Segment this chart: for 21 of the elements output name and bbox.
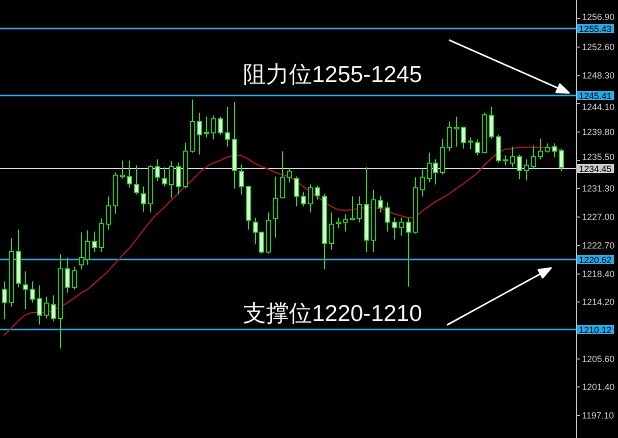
y-tick-label: 1201.40: [582, 382, 615, 392]
y-tick-label: 1256.90: [582, 12, 615, 22]
y-tick-label: 1239.80: [582, 127, 615, 138]
annotation: 阻力位1255-1245: [243, 61, 422, 87]
y-tick-label: 1248.30: [582, 70, 615, 81]
y-tick-label: 1222.70: [582, 240, 615, 251]
ref-line-label: 1210.12: [579, 325, 612, 335]
y-tick-label: 1231.30: [582, 183, 615, 194]
y-tick-label: 1252.60: [582, 42, 615, 52]
y-tick-label: 1244.10: [582, 102, 615, 112]
y-tick-label: 1218.40: [582, 269, 615, 280]
y-tick-label: 1214.20: [582, 296, 615, 307]
y-tick-label: 1197.10: [582, 410, 614, 420]
ref-line-label: 1234.45: [579, 164, 612, 174]
y-tick-label: 1235.50: [582, 152, 615, 162]
annotation: 支撑位1220-1210: [243, 300, 422, 326]
ref-line-label: 1220.62: [579, 255, 612, 265]
ref-line-label: 1245.41: [579, 91, 612, 101]
y-tick-label: 1227.00: [582, 212, 615, 222]
ref-line-label: 1255.43: [579, 24, 612, 34]
y-tick-label: 1205.60: [582, 354, 615, 364]
